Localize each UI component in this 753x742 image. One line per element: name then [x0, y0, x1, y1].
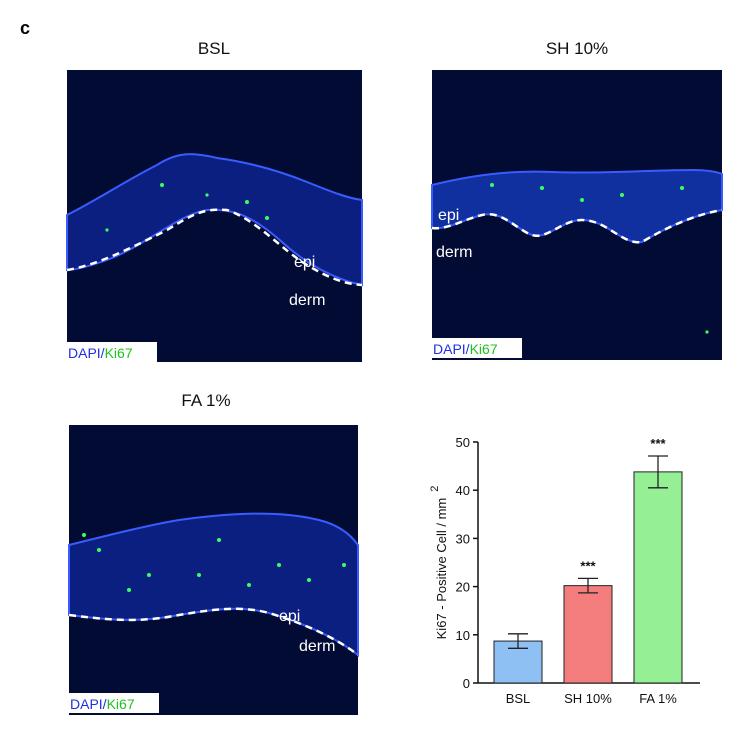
- image-title: BSL: [198, 39, 230, 58]
- y-tick-label: 20: [456, 580, 470, 595]
- y-axis-label-superscript: 2: [429, 486, 441, 492]
- stain-legend: DAPI/Ki67: [68, 345, 133, 361]
- x-tick-label: BSL: [506, 691, 531, 706]
- y-tick-label: 50: [456, 435, 470, 450]
- micrograph: epi derm DAPI/Ki67: [68, 425, 359, 715]
- y-axis-label: Ki67 - Positive Cell / mm 2: [429, 486, 449, 640]
- y-tick-label: 40: [456, 483, 470, 498]
- bar: [563, 585, 613, 684]
- bar: [633, 471, 683, 684]
- x-tick-label: FA 1%: [639, 691, 677, 706]
- significance-label: ***: [650, 436, 666, 451]
- derm-label: derm: [289, 292, 325, 309]
- derm-label: derm: [436, 244, 472, 261]
- y-tick-label: 10: [456, 628, 470, 643]
- bar-chart: 0 10 20 30 40 50 Ki67 - Positive Cell / mm 2 BSL…: [429, 435, 700, 706]
- y-axis-label-text: Ki67 - Positive Cell / mm: [434, 498, 449, 640]
- derm-label: derm: [299, 638, 335, 655]
- significance-label: ***: [580, 558, 596, 573]
- image-title: SH 10%: [546, 39, 608, 58]
- y-tick-label: 0: [463, 676, 470, 691]
- x-tick-label: SH 10%: [564, 691, 612, 706]
- epi-label: epi: [279, 608, 300, 625]
- panel-label: c: [20, 18, 30, 38]
- stain-legend: DAPI/Ki67: [70, 696, 135, 712]
- epi-label: epi: [438, 207, 459, 224]
- stain-legend: DAPI/Ki67: [433, 341, 498, 357]
- micrograph: epi derm DAPI/Ki67: [66, 70, 363, 362]
- y-tick-label: 30: [456, 531, 470, 546]
- image-title: FA 1%: [181, 391, 230, 410]
- epi-label: epi: [294, 254, 315, 271]
- micrograph: epi derm DAPI/Ki67: [431, 70, 723, 360]
